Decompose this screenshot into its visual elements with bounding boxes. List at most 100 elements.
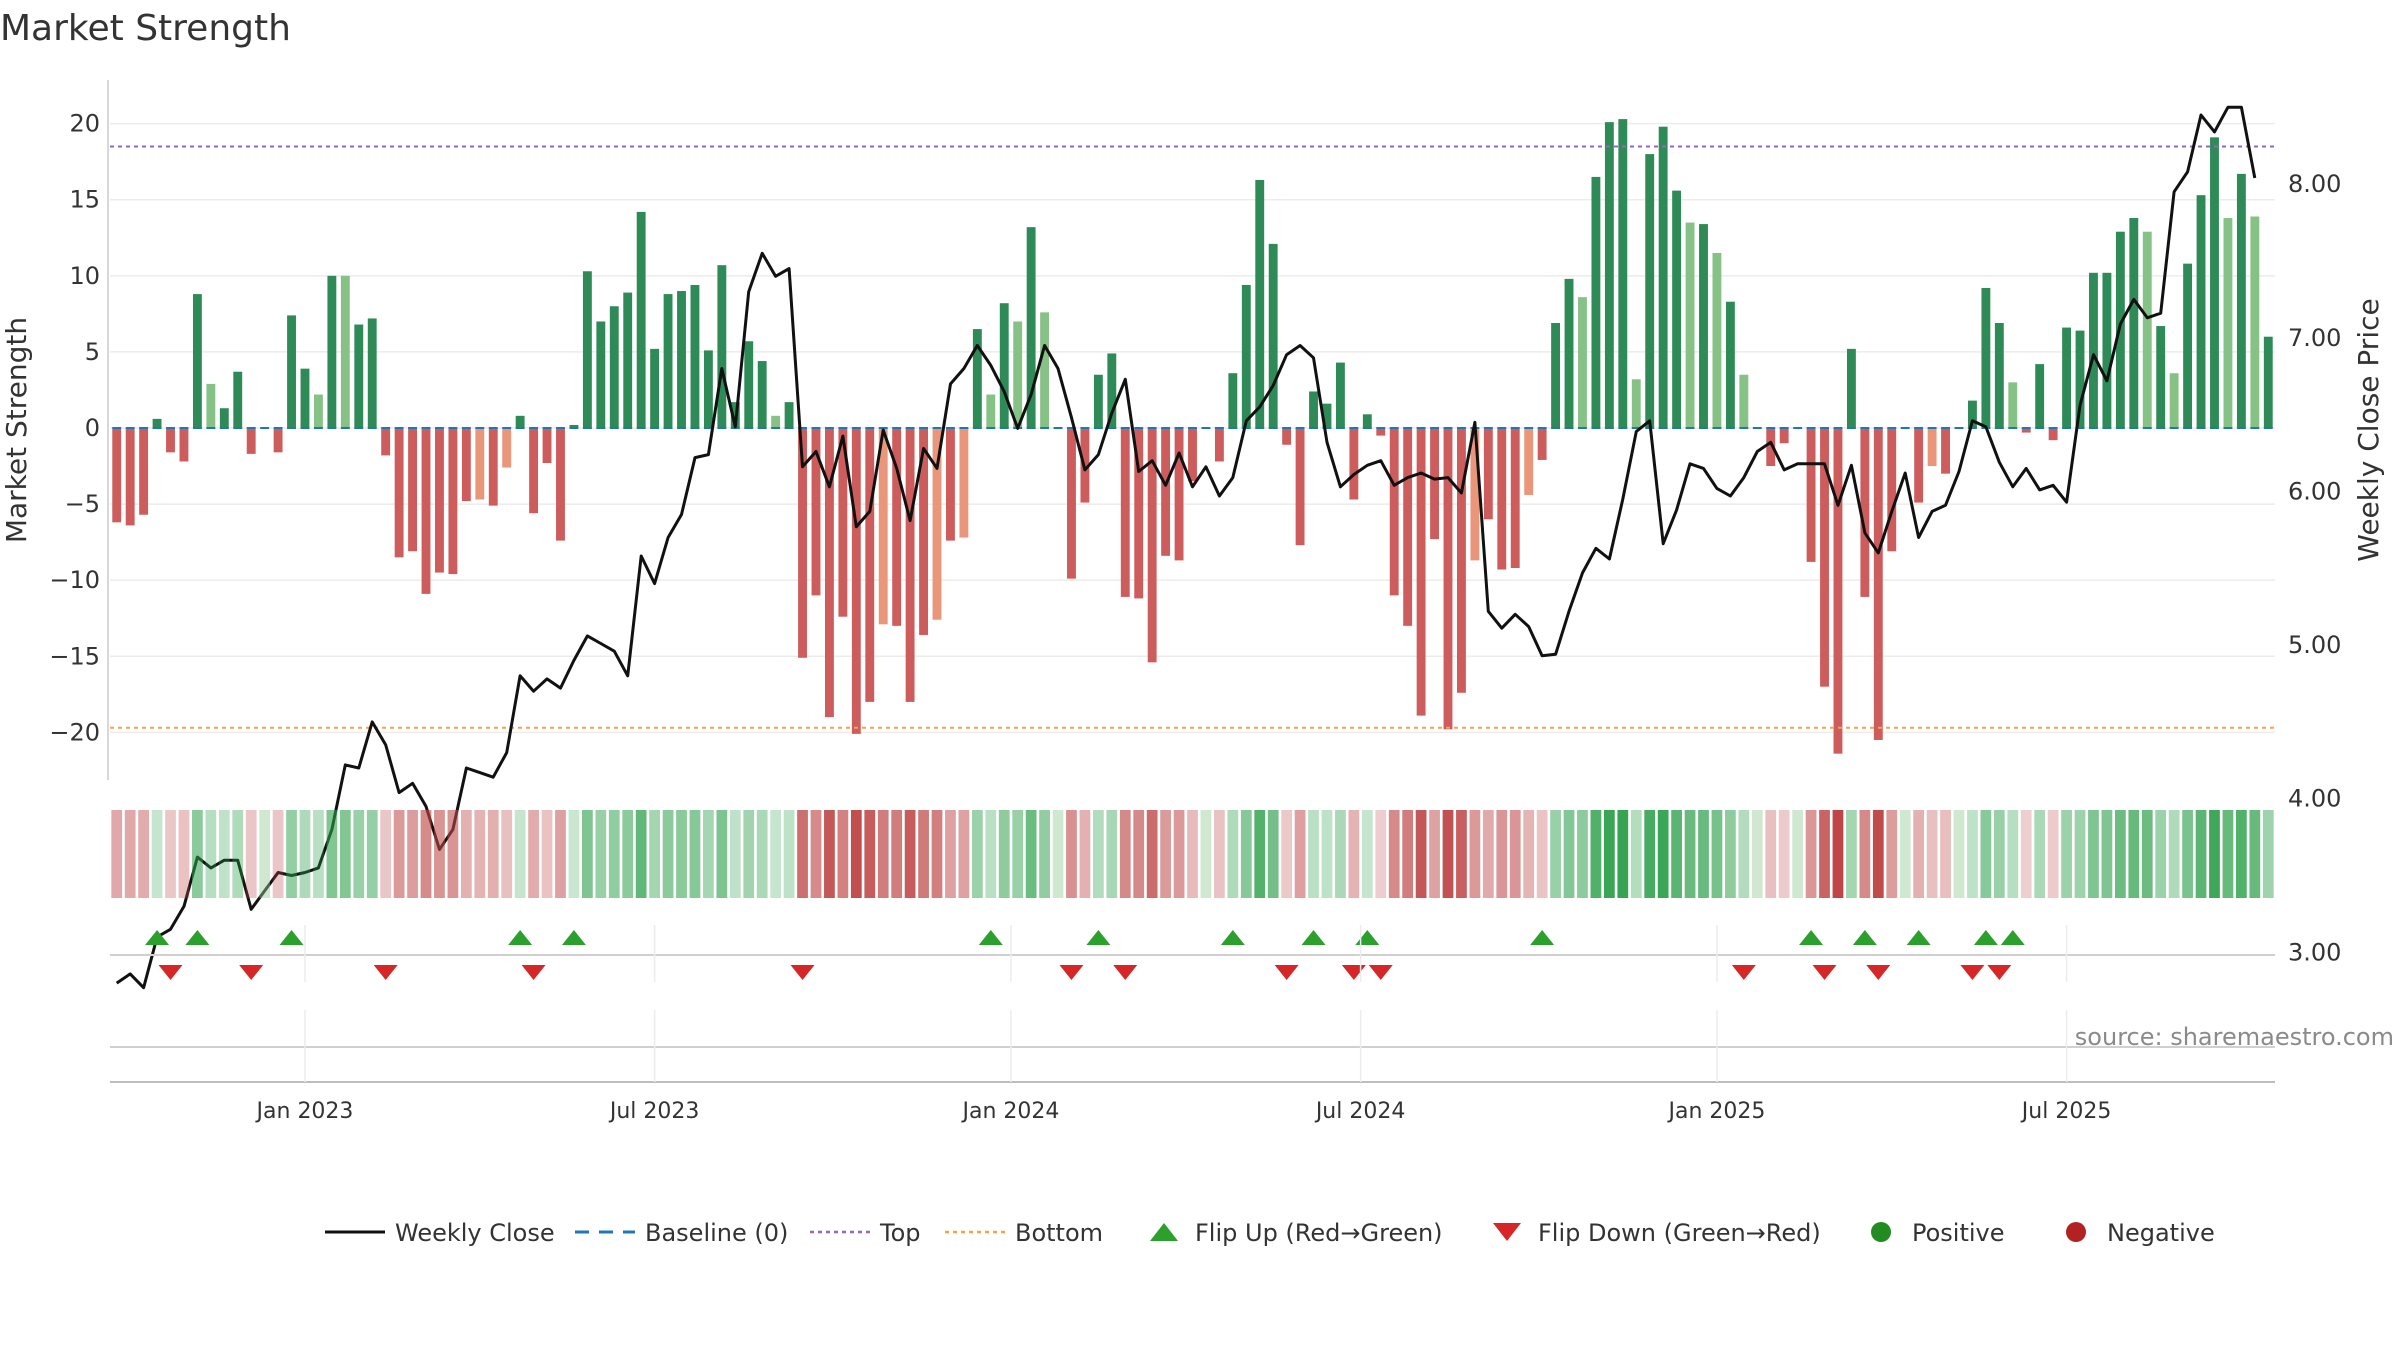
legend-label: Top [879, 1219, 921, 1247]
strength-bar [233, 371, 243, 428]
strength-bar [811, 428, 821, 596]
heat-cell [1913, 810, 1925, 898]
strength-bar [475, 428, 485, 500]
strength-bar [1040, 312, 1050, 428]
heat-cell [1281, 810, 1293, 898]
strength-bar [972, 329, 982, 428]
heat-cell [2088, 810, 2099, 898]
heat-cell [837, 810, 849, 898]
strength-bar [2210, 137, 2219, 428]
heat-cell [326, 810, 338, 898]
flip-up-marker [1852, 930, 1877, 945]
strength-bar [1430, 428, 1439, 540]
strength-bar [2048, 428, 2058, 441]
flip-down-marker [373, 965, 398, 980]
right-tick-label: 3.00 [2288, 938, 2341, 966]
strength-bar [663, 294, 673, 428]
strength-bar [112, 428, 122, 523]
heat-cell [998, 810, 1010, 898]
left-axis-ticks: 20 15 10 5 0 −5 −10 −15 −20 [49, 110, 100, 747]
legend-dot-icon [1871, 1222, 1891, 1242]
heat-cell [958, 810, 970, 898]
heat-cell [245, 810, 257, 898]
heat-cell [770, 810, 782, 898]
strength-bar [1927, 428, 1937, 467]
heat-cell [1751, 810, 1763, 898]
heat-cell [1953, 810, 1965, 898]
heat-cell [1617, 810, 1629, 898]
strength-bar [340, 275, 350, 428]
strength-bar [448, 428, 458, 575]
strength-bar [1107, 353, 1117, 428]
strength-bar [919, 428, 928, 635]
strength-bar [959, 428, 969, 538]
strength-bar [865, 428, 875, 702]
strength-bar [1188, 428, 1197, 482]
flip-down-marker [1368, 965, 1393, 980]
strength-bar [327, 275, 337, 428]
heat-cell [1536, 810, 1548, 898]
heat-cell [743, 810, 755, 898]
strength-bar [192, 294, 202, 428]
heat-cell [1469, 810, 1481, 898]
strength-bar [677, 291, 686, 428]
strength-bar [1093, 374, 1103, 428]
heat-cell [474, 810, 486, 898]
heat-cell [1671, 810, 1682, 898]
left-tick-label: 5 [85, 338, 100, 366]
heat-cell [2007, 810, 2019, 898]
heat-cell [1294, 810, 1306, 898]
strength-bar [529, 428, 539, 514]
heat-cell [1738, 810, 1750, 898]
strength-bar [2142, 231, 2152, 428]
strength-bar [717, 265, 727, 428]
heat-cell [1348, 810, 1360, 898]
flip-up-marker [978, 930, 1003, 945]
strength-bar [1766, 428, 1776, 467]
heat-cell [676, 810, 687, 898]
heat-cell [380, 810, 392, 898]
heat-cell [1066, 810, 1077, 898]
strength-bar [1860, 428, 1870, 597]
flip-down-marker [1731, 965, 1756, 980]
heat-cell [1442, 810, 1454, 898]
strength-bar [1685, 222, 1695, 428]
strength-bar [1981, 288, 1991, 428]
heat-cell [124, 810, 136, 898]
heat-cell [366, 810, 378, 898]
flip-up-marker [1220, 930, 1245, 945]
strength-bar [650, 348, 660, 428]
heat-cell [635, 810, 647, 898]
heat-cell [662, 810, 674, 898]
strength-bar [287, 315, 296, 428]
strength-bar [166, 428, 175, 453]
strength-bar [2035, 364, 2045, 428]
heat-cell [528, 810, 539, 898]
strength-bar [1228, 373, 1238, 428]
left-tick-label: −20 [49, 718, 100, 746]
legend-label: Positive [1912, 1219, 2005, 1247]
heat-cell [1254, 810, 1266, 898]
heat-cell [2262, 810, 2274, 898]
strength-bar [2008, 382, 2018, 428]
heat-cell [2061, 810, 2072, 898]
heat-cell [783, 810, 795, 898]
heat-cell [595, 810, 607, 898]
strength-bar [636, 211, 646, 428]
strength-bar [515, 415, 525, 428]
strength-bar [273, 428, 283, 453]
heat-cell [218, 810, 230, 898]
heat-cell [1859, 810, 1871, 898]
heat-cell [1846, 810, 1857, 898]
strength-bar [892, 428, 902, 626]
strength-bar [1645, 154, 1655, 428]
heat-cell [1187, 810, 1198, 898]
heat-cell [1375, 810, 1387, 898]
strength-bar [1510, 428, 1520, 568]
strength-bar [2196, 195, 2206, 428]
strength-bar [2183, 263, 2193, 428]
strength-bar [1699, 224, 1708, 428]
heat-cell [1872, 810, 1884, 898]
left-tick-label: −15 [49, 642, 100, 670]
